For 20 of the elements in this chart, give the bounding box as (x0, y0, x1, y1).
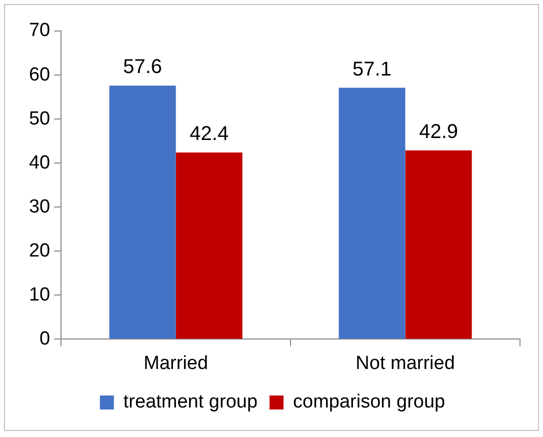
x-tick-label: Not married (356, 352, 455, 374)
y-tick-label: 60 (28, 64, 50, 86)
y-tick-label: 40 (28, 152, 50, 174)
bar (109, 86, 176, 339)
y-tick-label: 0 (40, 328, 50, 350)
data-label: 42.9 (419, 120, 458, 143)
data-label: 57.6 (123, 56, 162, 78)
bar (405, 150, 472, 339)
y-tick-label: 30 (28, 196, 50, 218)
y-tick-label: 70 (28, 20, 50, 42)
data-label: 57.1 (352, 58, 392, 80)
y-tick-label: 50 (28, 108, 50, 130)
bar (338, 88, 406, 339)
y-tick-label: 20 (28, 240, 50, 262)
y-tick-label: 10 (28, 284, 50, 306)
legend-label: comparison group (293, 392, 446, 413)
legend-label: treatment group (123, 392, 258, 413)
data-label: 42.4 (190, 123, 229, 146)
x-tick-label: Married (144, 352, 208, 374)
bar (176, 152, 242, 339)
